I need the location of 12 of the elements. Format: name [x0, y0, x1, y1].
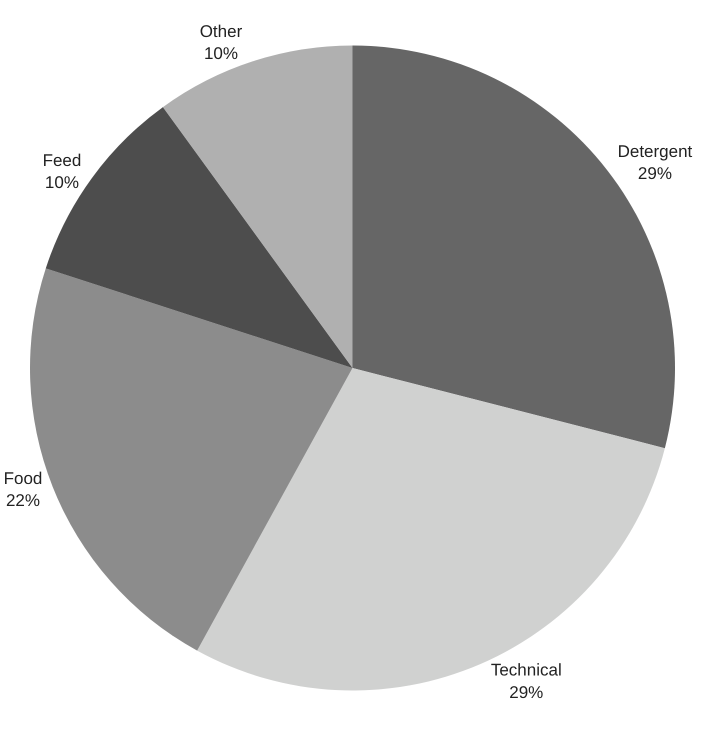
data-label: 10%	[204, 44, 238, 64]
slice-label: Food	[4, 468, 42, 488]
data-label: 29%	[509, 682, 544, 702]
data-label: 29%	[638, 164, 672, 184]
data-label: 10%	[44, 172, 79, 192]
pie-slice	[46, 107, 352, 368]
slice-label: Technical	[490, 660, 562, 680]
slice-label: Other	[200, 22, 243, 42]
pie-slice	[162, 46, 352, 368]
data-label: 22%	[6, 491, 40, 510]
slice-label: Feed	[42, 150, 82, 170]
slice-label: Detergent	[618, 142, 693, 162]
